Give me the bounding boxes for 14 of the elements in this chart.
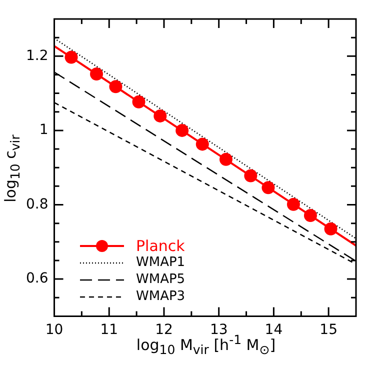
legend-label: WMAP1 (136, 255, 186, 270)
legend-label: WMAP5 (136, 272, 186, 287)
y-tick-label: 0.8 (26, 196, 48, 212)
y-tick-label: 1 (39, 122, 48, 138)
x-tick-label: 12 (155, 322, 173, 338)
x-tick-label: 15 (320, 322, 338, 338)
x-tick-label: 10 (45, 322, 64, 338)
y-tick-label: 1.2 (26, 48, 48, 64)
legend-label: Planck (136, 236, 185, 254)
legend-label: WMAP3 (136, 289, 186, 304)
x-tick-label: 14 (264, 322, 283, 338)
x-tick-label: 13 (210, 322, 228, 338)
y-tick-label: 0.6 (26, 270, 48, 287)
x-tick-label: 11 (100, 322, 118, 338)
